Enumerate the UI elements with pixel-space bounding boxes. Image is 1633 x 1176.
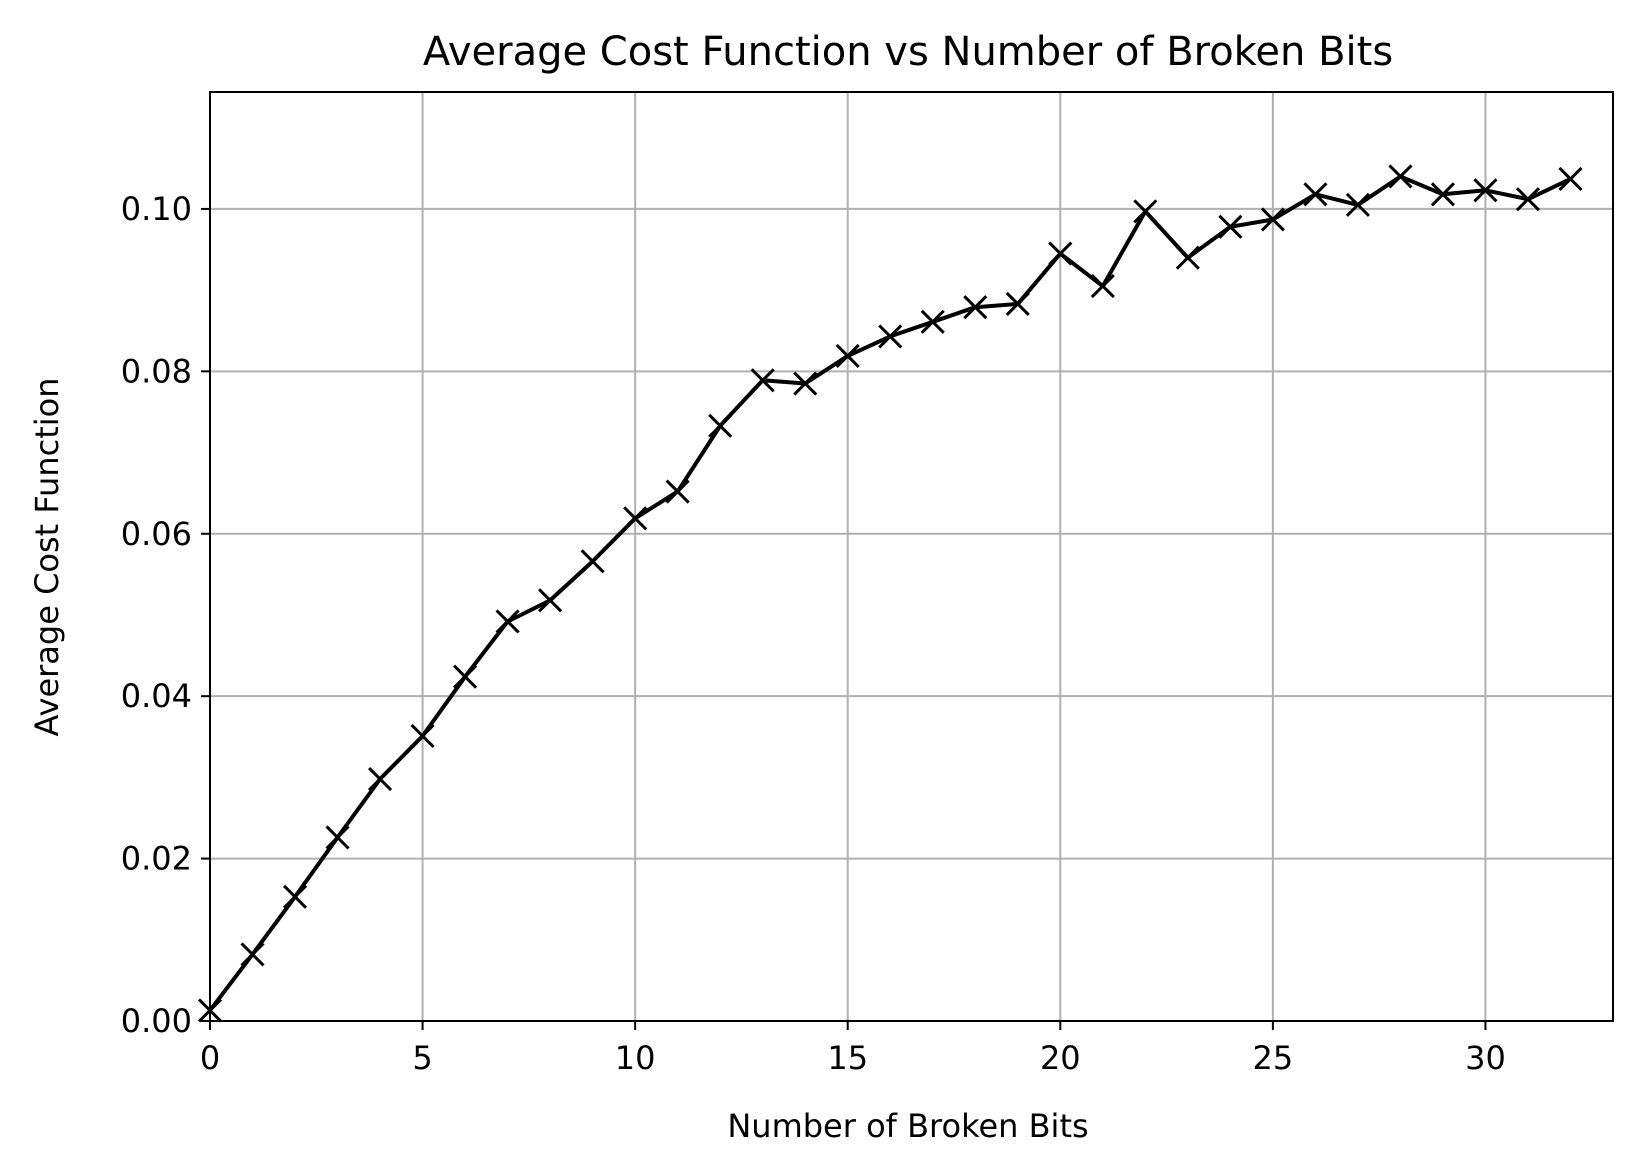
marker-stroke (1515, 187, 1541, 212)
data-point-marker (367, 766, 393, 792)
marker-stroke (920, 309, 945, 334)
data-point-marker (1303, 182, 1328, 207)
data-point-marker (920, 309, 945, 334)
data-point-marker (495, 609, 520, 634)
data-point-marker (623, 506, 648, 531)
marker-stroke (1430, 182, 1456, 207)
data-point-marker (1260, 207, 1285, 232)
marker-stroke (750, 368, 775, 393)
data-point-marker (835, 343, 860, 368)
data-point-marker (963, 295, 988, 320)
marker-stroke (282, 884, 308, 909)
marker-stroke (1260, 207, 1285, 232)
x-tick-label: 15 (827, 1039, 868, 1077)
marker-stroke (1133, 199, 1158, 224)
marker-stroke (1218, 214, 1243, 239)
chart-title: Average Cost Function vs Number of Broke… (423, 29, 1393, 75)
y-axis-label: Average Cost Function (28, 378, 66, 737)
data-point-marker (410, 723, 435, 749)
data-point-marker (1388, 164, 1413, 189)
data-point-marker (1218, 214, 1243, 239)
marker-stroke (708, 413, 733, 438)
y-tick-label: 0.00 (121, 1002, 192, 1040)
marker-stroke (1345, 192, 1370, 217)
marker-stroke (1090, 274, 1115, 299)
marker-stroke (495, 609, 520, 634)
x-tick-label: 25 (1253, 1039, 1294, 1077)
data-point-marker (1048, 241, 1073, 266)
data-point-marker (708, 413, 733, 438)
data-point-marker (538, 588, 563, 613)
grid-lines (209, 92, 1613, 1022)
x-tick-label: 30 (1465, 1039, 1506, 1077)
marker-stroke (410, 723, 435, 749)
x-tick-label: 10 (615, 1039, 656, 1077)
data-point-marker (878, 324, 903, 349)
data-point-marker (665, 479, 690, 504)
data-series (197, 164, 1583, 1023)
data-point-marker (282, 884, 308, 909)
marker-stroke (367, 766, 393, 792)
marker-stroke (1175, 245, 1200, 270)
marker-stroke (1005, 291, 1030, 317)
data-point-marker (240, 942, 265, 967)
plot-frame (209, 91, 1614, 1022)
data-point-marker (793, 371, 818, 396)
marker-stroke (1303, 182, 1328, 207)
data-point-marker (1345, 192, 1370, 217)
y-tick-label: 0.10 (121, 190, 192, 228)
data-point-marker (1430, 182, 1456, 207)
y-axis-ticks: 0.00 0.02 0.04 0.06 0.08 0.10 (121, 190, 210, 1040)
marker-stroke (580, 549, 605, 574)
y-tick-label: 0.02 (121, 840, 192, 878)
data-point-marker (750, 368, 775, 393)
marker-stroke (325, 825, 350, 850)
x-tick-label: 20 (1040, 1039, 1081, 1077)
data-point-marker (580, 549, 605, 574)
marker-stroke (835, 343, 860, 368)
marker-stroke (963, 295, 988, 320)
data-point-marker (1005, 291, 1030, 317)
marker-stroke (665, 479, 690, 504)
x-tick-label: 0 (200, 1039, 220, 1077)
data-point-marker (1558, 166, 1583, 191)
marker-stroke (1388, 164, 1413, 189)
x-tick-label: 5 (412, 1039, 432, 1077)
marker-stroke (623, 506, 648, 531)
data-point-marker (1133, 199, 1158, 224)
x-axis-ticks: 0 5 10 15 20 25 30 (200, 1021, 1506, 1077)
marker-stroke (538, 588, 563, 613)
y-tick-label: 0.06 (121, 515, 192, 553)
marker-stroke (793, 371, 818, 396)
x-axis-label: Number of Broken Bits (727, 1107, 1088, 1145)
data-point-marker (1090, 274, 1115, 299)
data-point-marker (1515, 187, 1541, 212)
data-point-marker (1175, 245, 1200, 270)
marker-stroke (1558, 166, 1583, 191)
y-tick-label: 0.04 (121, 677, 192, 715)
marker-stroke (1048, 241, 1073, 266)
data-point-marker (325, 825, 350, 850)
marker-stroke (240, 942, 265, 967)
y-tick-label: 0.08 (121, 352, 192, 390)
data-point-marker (453, 664, 478, 689)
data-point-marker (1473, 178, 1498, 203)
marker-stroke (878, 324, 903, 349)
marker-stroke (1473, 178, 1498, 203)
marker-stroke (453, 664, 478, 689)
